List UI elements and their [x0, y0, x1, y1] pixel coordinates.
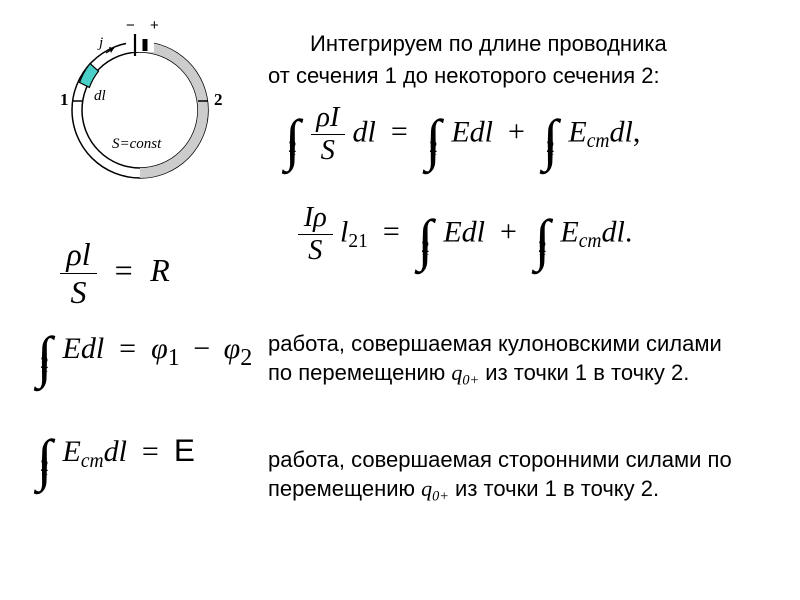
- equation-ecm: 2 ∫ 1 Ecmdl = Ε: [34, 432, 195, 501]
- diagram-label-minus: −: [126, 17, 135, 34]
- paragraph-external: работа, совершаемая сторонними силами по…: [268, 446, 748, 505]
- equation-resistance: ρl S = R: [60, 236, 170, 311]
- header-line-2: от сечения 1 до некоторого сечения 2:: [268, 62, 660, 91]
- equation-phi: 2 ∫ 1 Edl = φ1 − φ2: [34, 332, 252, 398]
- circuit-ring-diagram: 1 2 j dl S=const − +: [32, 12, 232, 202]
- equation-2: Iρ S l21 = 2 ∫ 1 Edl + 2 ∫ 1 Ecmdl.: [298, 202, 632, 281]
- diagram-label-1: 1: [60, 90, 69, 109]
- diagram-label-dl: dl: [94, 88, 106, 104]
- diagram-label-plus: +: [150, 17, 159, 34]
- paragraph-coulomb: работа, совершаемая кулоновскими силами …: [268, 330, 748, 389]
- header-line-1: Интегрируем по длине проводника: [310, 30, 667, 59]
- diagram-label-sconst: S=const: [112, 136, 162, 152]
- diagram-label-j: j: [97, 35, 103, 51]
- diagram-label-2: 2: [214, 90, 223, 109]
- page-root: 1 2 j dl S=const − + Интегрируем по длин…: [0, 0, 800, 600]
- equation-1: 2 ∫ 1 ρI S dl = 2 ∫ 1 Edl + 2 ∫ 1 Ecmdl,: [282, 102, 640, 181]
